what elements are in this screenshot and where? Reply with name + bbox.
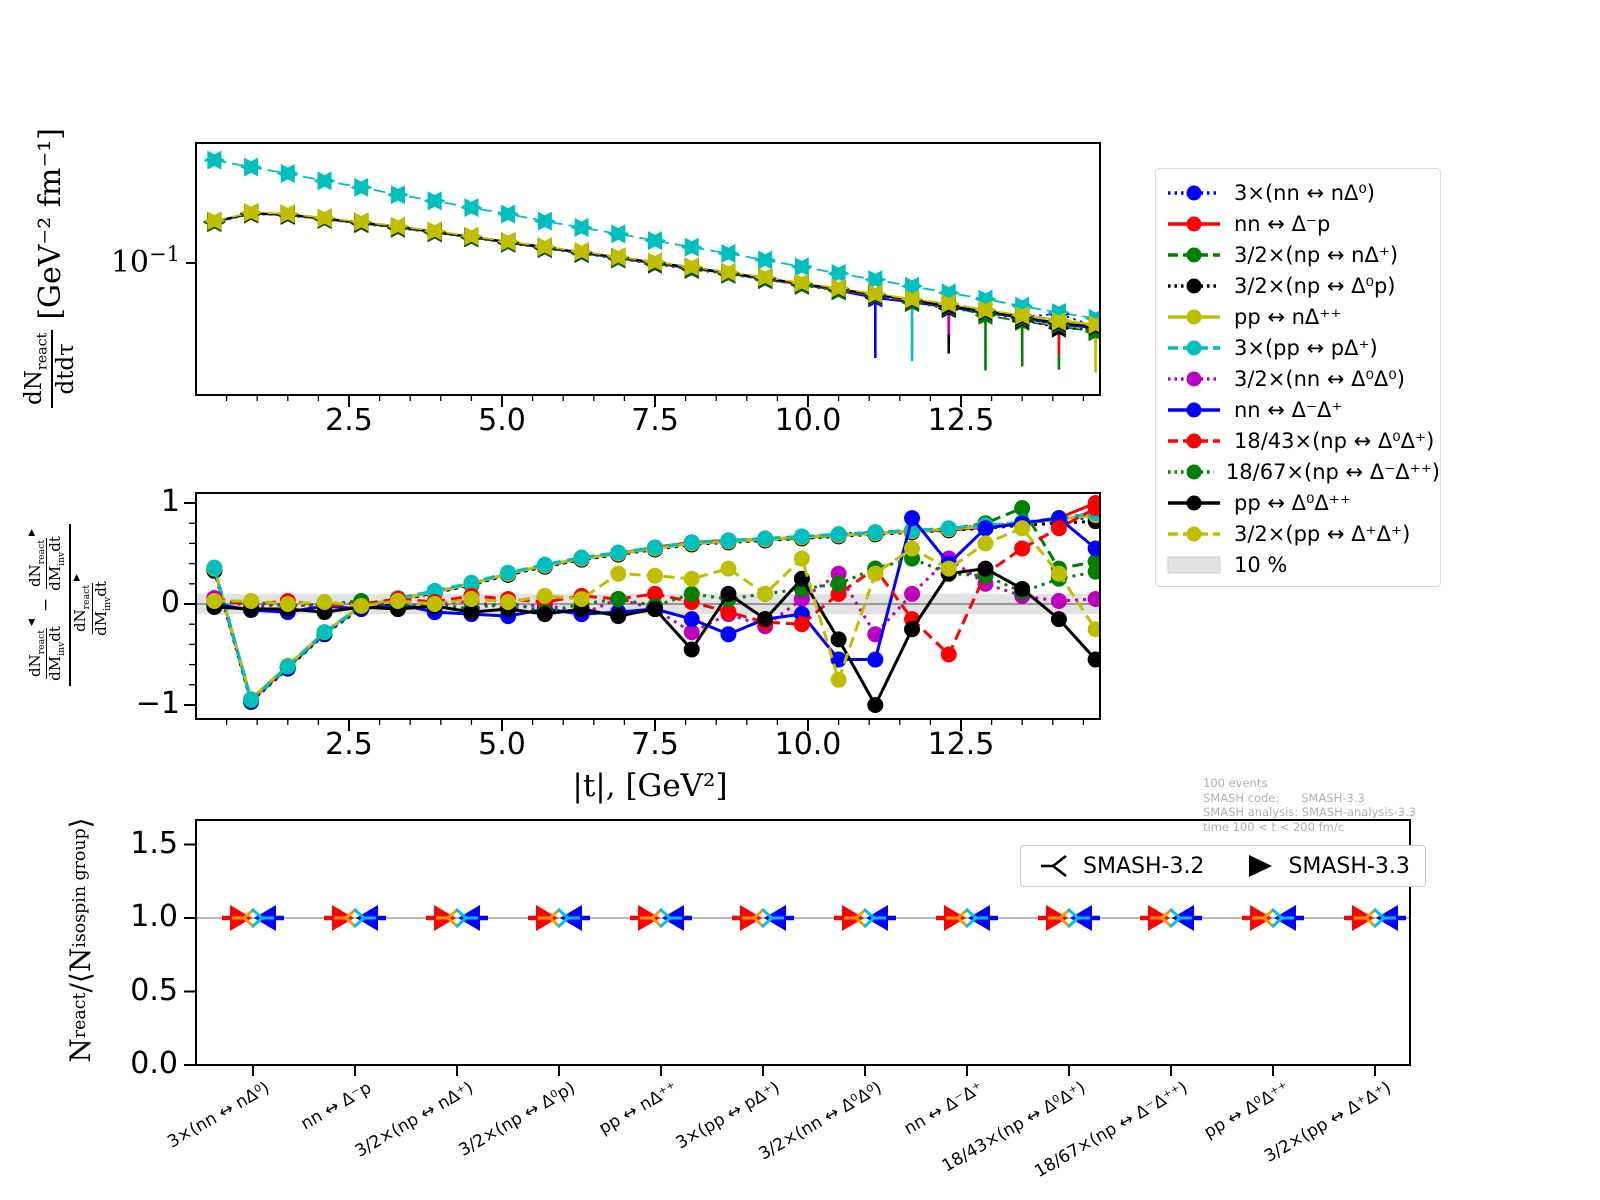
smash-3.3-marker-icon <box>1249 855 1273 877</box>
middle-y-tick-label: 0 <box>160 585 180 620</box>
bottom-y-tick-label: 1.5 <box>130 825 178 861</box>
top-x-tick-label: 5.0 <box>478 403 526 438</box>
info-line: SMASH analysis: SMASH-analysis-3.3 <box>1203 805 1416 819</box>
legend-label: 3×(nn ↔ nΔ⁰) <box>1234 180 1376 205</box>
top-x-tick-label: 12.5 <box>927 403 995 438</box>
legend-band-swatch <box>1167 556 1221 573</box>
legend-line-marker-icon <box>1168 216 1220 231</box>
middle-x-tick-label: 2.5 <box>325 727 373 762</box>
smash-3.2-marker-icon <box>1041 854 1067 878</box>
info-line: time 100 < t < 200 fm/c <box>1203 819 1345 834</box>
legend-entry: 18/67×(np ↔ Δ⁻Δ⁺⁺) <box>1156 456 1440 487</box>
legend-entry: pp ↔ Δ⁰Δ⁺⁺ <box>1156 487 1440 518</box>
bottom-y-tick-label: 1.0 <box>130 899 178 934</box>
bottom-y-tick-label: 0.5 <box>130 972 178 1008</box>
legend-label: 3×(pp ↔ pΔ⁺) <box>1234 335 1378 360</box>
legend-entry: 3/2×(np ↔ Δ⁰p) <box>1156 270 1440 301</box>
smash-3.2-triangle-icon: ◀ <box>26 619 37 627</box>
legend-line-marker-icon <box>1168 371 1220 386</box>
top-x-tick-label: 2.5 <box>325 403 373 438</box>
legend-band-label: 10 % <box>1234 552 1288 577</box>
legend-entry: 3/2×(pp ↔ Δ⁺Δ⁺) <box>1156 518 1440 549</box>
legend-line-marker-icon <box>1168 526 1220 541</box>
simulation-info: 100 events SMASH code: SMASH-3.3 SMASH ana… <box>1203 776 1416 834</box>
legend-line-marker-icon <box>1168 278 1220 293</box>
legend-label: nn ↔ Δ⁻Δ⁺ <box>1234 397 1343 422</box>
top-y-tick-label: 10−1 <box>110 242 180 280</box>
x-axis-label: |t|, [GeV²] <box>572 768 728 804</box>
legend-label: 3/2×(pp ↔ Δ⁺Δ⁺) <box>1234 521 1411 546</box>
middle-y-tick-label: −1 <box>135 686 180 721</box>
legend-line-marker-icon <box>1168 340 1220 355</box>
top-ylabel-units: [GeV⁻² fm⁻¹] <box>32 128 68 320</box>
info-line: SMASH code: SMASH-3.3 <box>1203 790 1365 805</box>
legend-label: 18/43×(np ↔ Δ⁰Δ⁺) <box>1234 428 1435 453</box>
middle-x-tick-label: 5.0 <box>478 727 526 762</box>
legend-label: 3/2×(nn ↔ Δ⁰Δ⁰) <box>1234 366 1405 391</box>
legend-line-marker-icon <box>1168 247 1220 262</box>
legend-label: nn ↔ Δ⁻p <box>1234 211 1331 236</box>
legend-label: pp ↔ nΔ⁺⁺ <box>1234 304 1342 329</box>
legend-line-marker-icon <box>1168 464 1214 479</box>
middle-y-tick-label: 1 <box>160 484 180 519</box>
legend-line-marker-icon <box>1168 495 1220 510</box>
legend-label: 3/2×(np ↔ Δ⁰p) <box>1234 273 1396 298</box>
legend-label: pp ↔ Δ⁰Δ⁺⁺ <box>1234 490 1351 515</box>
legend-entry-band: 10 % <box>1156 549 1440 580</box>
top-ylabel-fraction: dNreact dtdτ <box>21 329 79 408</box>
info-line: 100 events <box>1203 776 1268 790</box>
bottom-y-tick-label: 0.0 <box>130 1046 178 1081</box>
legend-entry: nn ↔ Δ⁻p <box>1156 208 1440 239</box>
smash-version-legend: SMASH-3.2 SMASH-3.3 <box>1020 845 1426 887</box>
legend-line-marker-icon <box>1168 402 1220 417</box>
middle-x-tick-label: 12.5 <box>927 727 995 762</box>
legend-entry: 3/2×(nn ↔ Δ⁰Δ⁰) <box>1156 363 1440 394</box>
legend-entry: 3×(nn ↔ nΔ⁰) <box>1156 177 1440 208</box>
smash-3.2-label: SMASH-3.2 <box>1083 853 1205 879</box>
smash-3.3-label: SMASH-3.3 <box>1288 853 1410 879</box>
legend-entry: 3×(pp ↔ pΔ⁺) <box>1156 332 1440 363</box>
middle-x-tick-label: 7.5 <box>631 727 679 762</box>
legend-line-marker-icon <box>1168 309 1220 324</box>
top-x-tick-label: 7.5 <box>631 403 679 438</box>
smash-3.3-triangle-icon: ▶ <box>72 574 82 582</box>
legend-entry: 18/43×(np ↔ Δ⁰Δ⁺) <box>1156 425 1440 456</box>
legend-label: 3/2×(np ↔ nΔ⁺) <box>1234 242 1399 267</box>
top-x-tick-label: 10.0 <box>774 403 842 438</box>
legend-line-marker-icon <box>1168 185 1220 200</box>
top-y-axis-label: dNreact dtdτ [GeV⁻² fm⁻¹] <box>5 58 95 478</box>
middle-x-tick-label: 10.0 <box>774 727 842 762</box>
legend-entry: 3/2×(np ↔ nΔ⁺) <box>1156 239 1440 270</box>
legend-label: 18/67×(np ↔ Δ⁻Δ⁺⁺) <box>1225 459 1440 484</box>
smash-3.3-triangle-icon: ▶ <box>26 529 37 537</box>
legend-line-marker-icon <box>1168 433 1220 448</box>
legend-box: 3×(nn ↔ nΔ⁰) nn ↔ Δ⁻p 3/2×(np ↔ nΔ⁺) 3/2×(n… <box>1155 168 1441 587</box>
legend-entry: pp ↔ nΔ⁺⁺ <box>1156 301 1440 332</box>
legend-entry: nn ↔ Δ⁻Δ⁺ <box>1156 394 1440 425</box>
